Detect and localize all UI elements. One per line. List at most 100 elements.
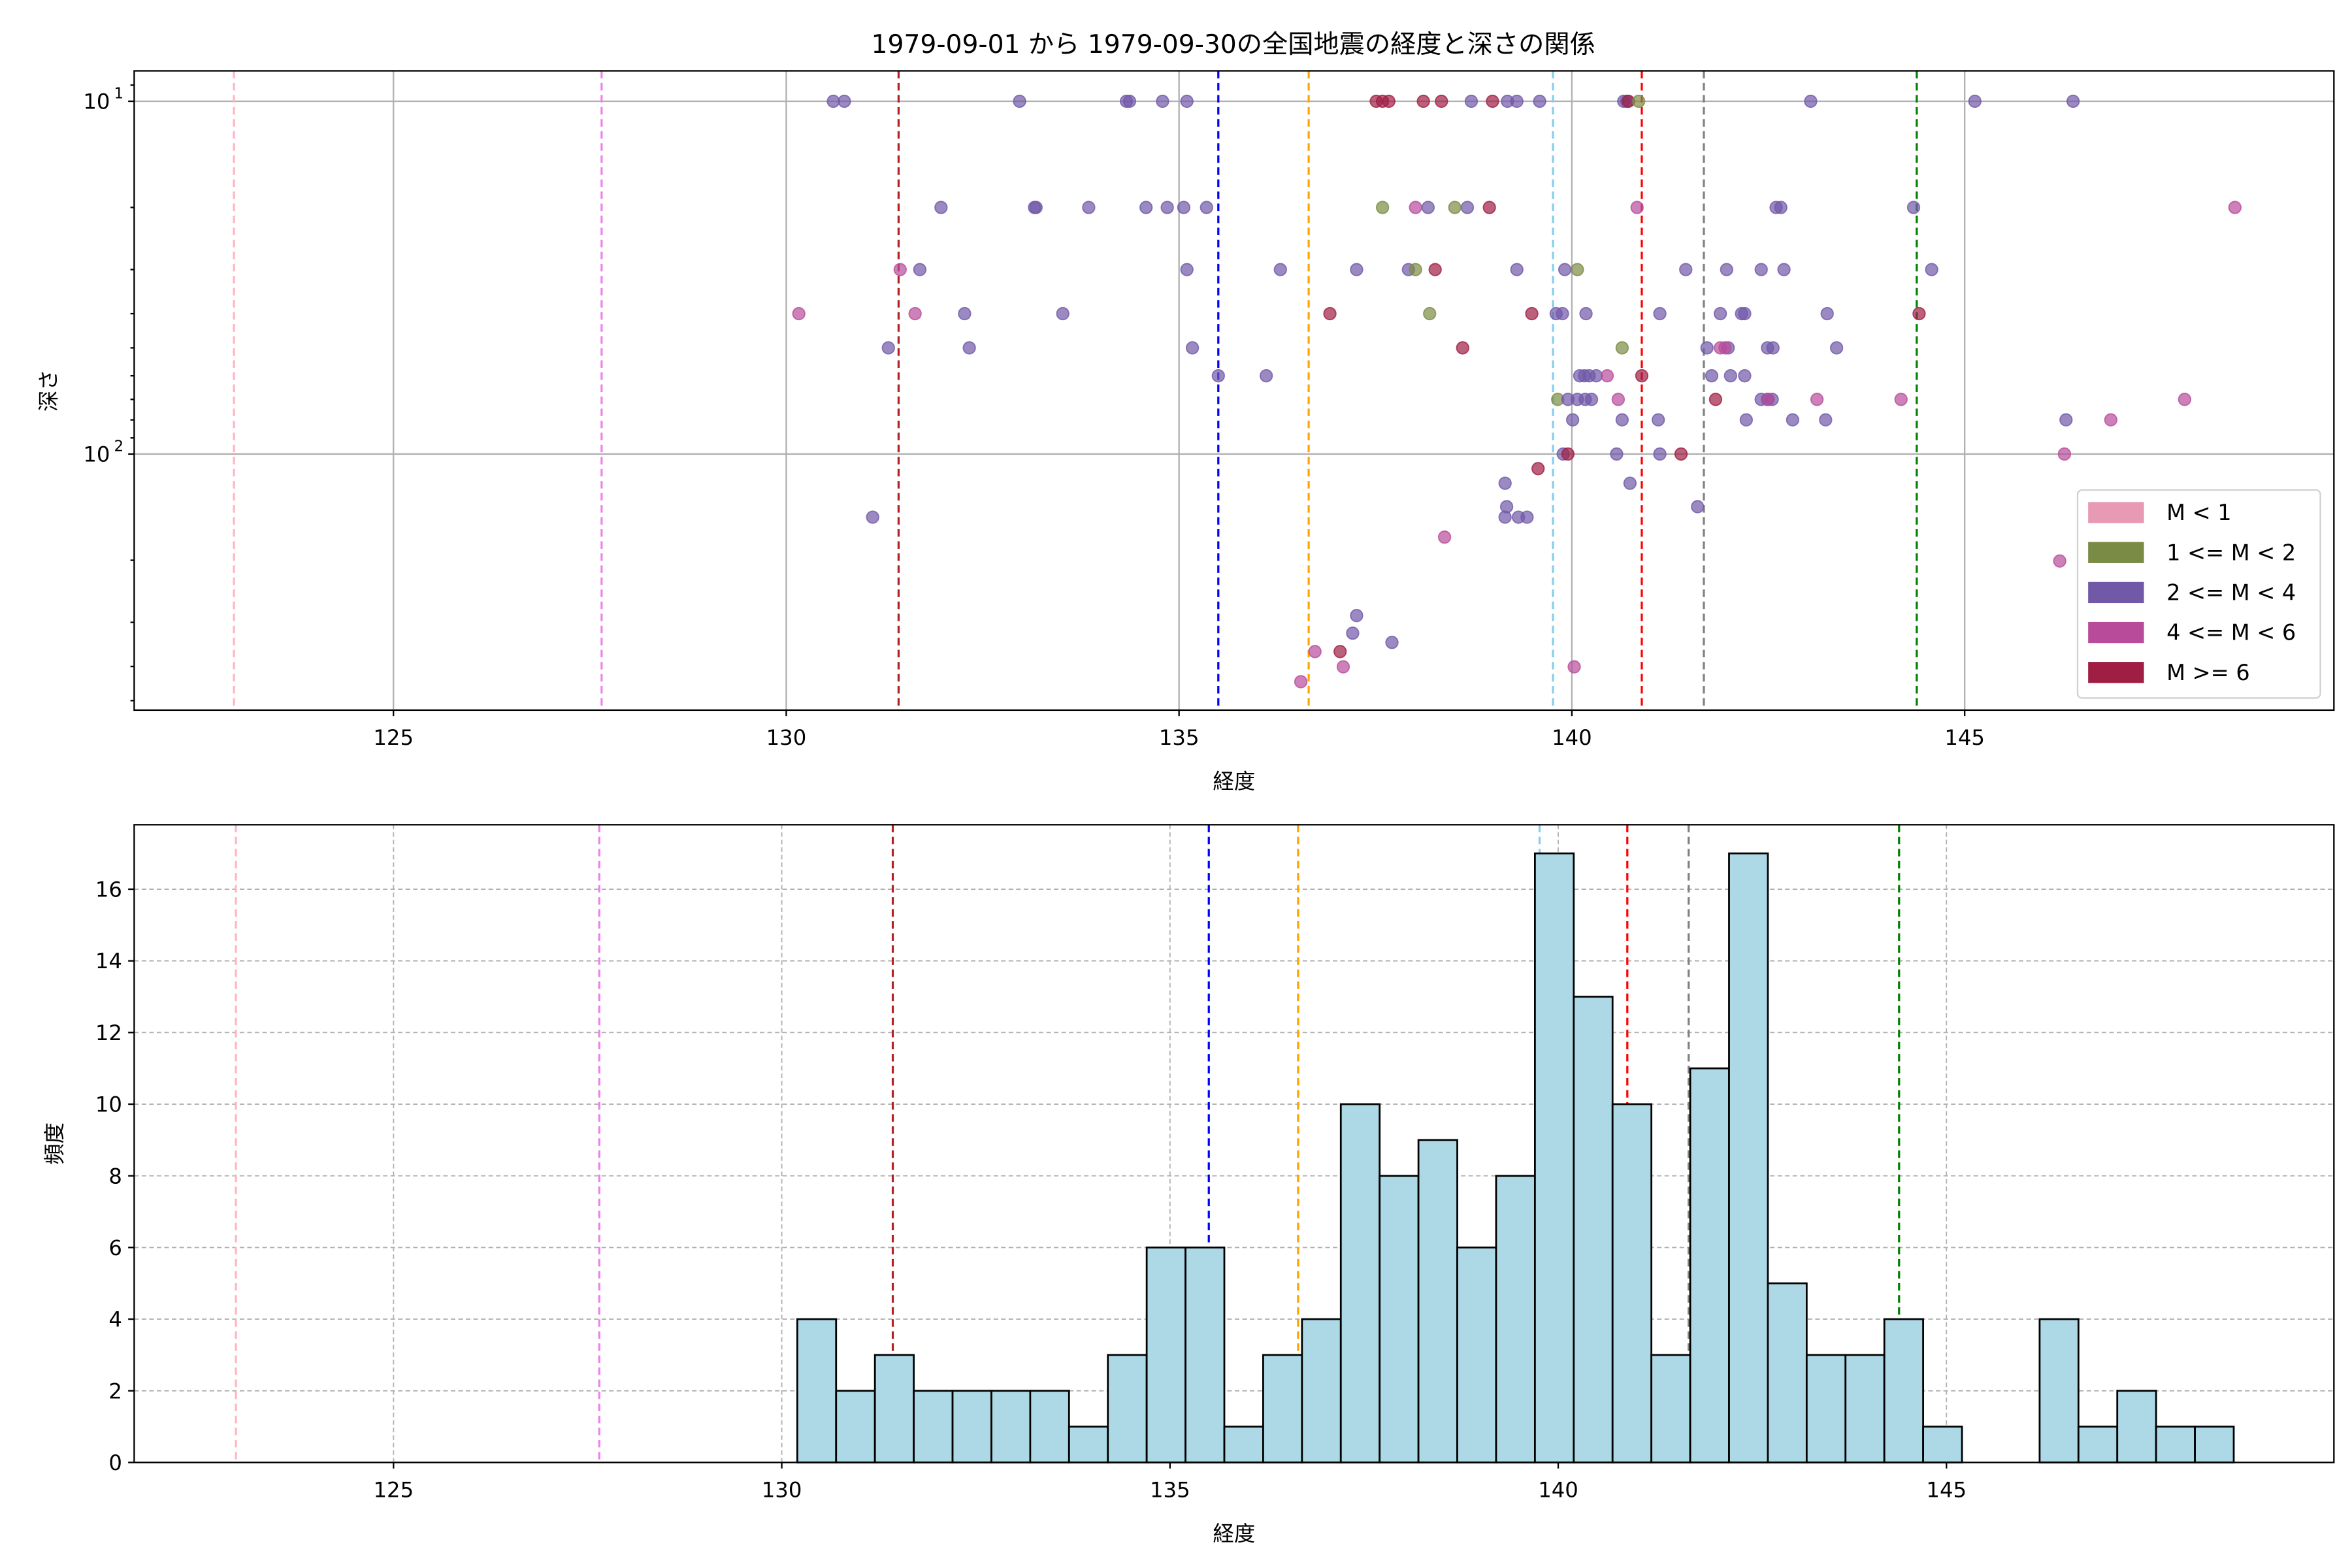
data-point — [1382, 94, 1396, 108]
data-point — [1273, 263, 1287, 276]
legend-swatch — [2088, 581, 2144, 604]
data-point — [1510, 94, 1524, 108]
data-point — [1520, 510, 1534, 524]
legend-label: 1 <= M < 2 — [2166, 540, 2296, 565]
x-axis-label: 経度 — [1213, 1521, 1256, 1546]
data-point — [1448, 201, 1462, 214]
data-point — [1774, 201, 1788, 214]
y-tick-label: 14 — [95, 949, 122, 973]
data-point — [2057, 447, 2072, 461]
data-point — [1565, 413, 1580, 427]
data-point — [1691, 500, 1705, 514]
data-point — [1631, 94, 1646, 108]
data-point — [1777, 263, 1791, 276]
data-point — [1738, 306, 1752, 321]
data-point — [1482, 201, 1496, 214]
data-point — [2066, 94, 2080, 108]
data-point — [1718, 341, 1732, 355]
histogram-bar — [1107, 1354, 1148, 1463]
data-point — [1571, 263, 1584, 276]
x-tick-label: 125 — [374, 1478, 414, 1503]
data-point — [1584, 393, 1599, 406]
data-point — [1754, 263, 1768, 276]
legend: M < 1 1 <= M < 2 2 <= M < 4 4 <= M < 6 M >= … — [2076, 489, 2321, 699]
y-axis-label: 頻度 — [42, 1122, 67, 1165]
data-point — [838, 94, 851, 108]
data-point — [1259, 369, 1273, 383]
data-point — [1510, 263, 1524, 276]
axes-frame — [133, 70, 2335, 711]
histogram-bar — [1805, 1354, 1847, 1463]
histogram-bar — [1495, 1175, 1536, 1463]
data-point — [1700, 341, 1714, 355]
data-point — [1635, 369, 1649, 383]
y-tick-label: 12 — [95, 1021, 122, 1045]
data-point — [1611, 393, 1625, 406]
data-point — [1738, 369, 1752, 383]
histogram-bar — [1883, 1318, 1924, 1463]
data-point — [1185, 341, 1200, 355]
data-point — [1385, 636, 1399, 649]
data-point — [2053, 554, 2066, 568]
histogram-bar — [1611, 1103, 1653, 1463]
data-point — [1652, 413, 1665, 427]
data-point — [1409, 263, 1422, 276]
x-tick-label: 125 — [373, 725, 414, 750]
histogram-bar — [1728, 852, 1769, 1463]
data-point — [1906, 201, 1921, 214]
data-point — [1308, 645, 1322, 659]
y-tick-label: 16 — [95, 877, 122, 902]
data-point — [2178, 393, 2191, 406]
data-point — [1600, 369, 1614, 383]
data-point — [1435, 94, 1448, 108]
x-tick-label: 145 — [1944, 725, 1985, 750]
data-point — [2059, 413, 2073, 427]
data-point — [2228, 201, 2242, 214]
data-point — [1804, 94, 1818, 108]
data-point — [1200, 201, 1213, 214]
histogram-bar — [990, 1390, 1032, 1463]
histogram-bar — [1922, 1426, 1963, 1463]
histogram-bar — [796, 1318, 838, 1463]
legend-swatch — [2088, 502, 2144, 523]
data-point — [1375, 201, 1390, 214]
data-point — [2104, 413, 2117, 427]
data-point — [1925, 263, 1938, 276]
data-point — [1705, 369, 1719, 383]
data-point — [1720, 263, 1733, 276]
y-tick-label: 6 — [108, 1235, 122, 1260]
histogram-bar — [1262, 1354, 1303, 1463]
data-point — [1714, 306, 1727, 321]
data-point — [1531, 462, 1545, 476]
data-point — [1674, 447, 1688, 461]
histogram-bar — [2194, 1426, 2235, 1463]
data-point — [1498, 510, 1512, 524]
data-point — [1623, 476, 1637, 490]
legend-swatch — [2088, 621, 2144, 644]
data-point — [1533, 94, 1546, 108]
data-point — [1294, 675, 1308, 689]
histogram-bar — [1456, 1247, 1497, 1463]
data-point — [1460, 201, 1475, 214]
histogram-bar — [1767, 1282, 1808, 1463]
histogram-bar — [1184, 1247, 1226, 1463]
data-point — [1653, 306, 1667, 321]
data-point — [1139, 201, 1153, 214]
histogram-bar — [1379, 1175, 1420, 1463]
data-point — [1336, 660, 1350, 674]
data-point — [1409, 201, 1422, 214]
histogram-bar — [2155, 1426, 2196, 1463]
data-point — [1968, 94, 1982, 108]
x-tick-label: 135 — [1159, 725, 1200, 750]
y-axis-label: 深さ — [36, 369, 61, 412]
histogram-bar — [2077, 1426, 2119, 1463]
data-point — [1180, 263, 1194, 276]
data-point — [792, 306, 806, 321]
histogram-bar — [1650, 1354, 1691, 1463]
data-point — [1567, 660, 1581, 674]
data-point — [1177, 201, 1191, 214]
data-point — [1615, 413, 1629, 427]
histogram-bar — [1068, 1426, 1109, 1463]
legend-label: 2 <= M < 4 — [2166, 580, 2296, 605]
